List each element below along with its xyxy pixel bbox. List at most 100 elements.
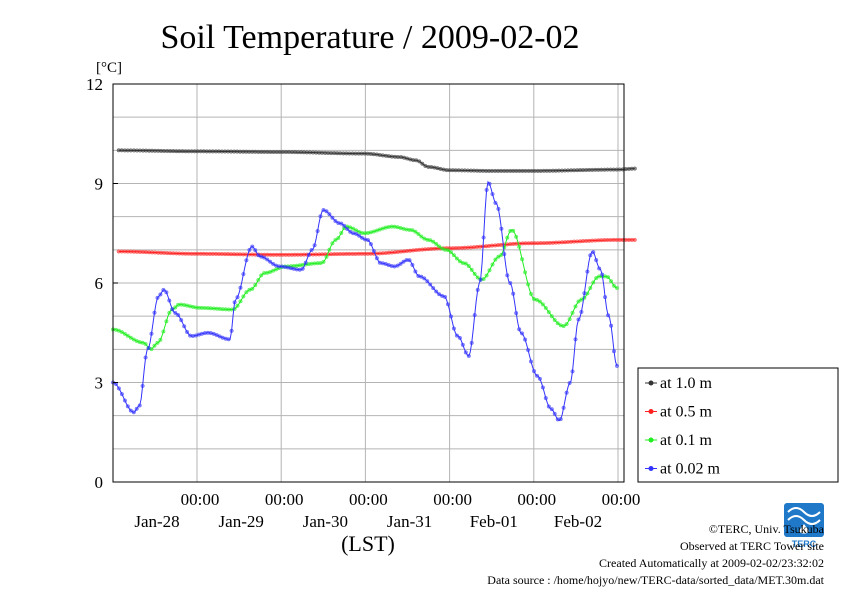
data-point (360, 235, 364, 240)
series-at-1-0-m (116, 148, 637, 173)
data-point (244, 258, 249, 263)
data-point (446, 248, 450, 253)
data-point (517, 327, 522, 332)
data-point (229, 328, 234, 333)
legend-box (637, 367, 839, 483)
data-point (173, 310, 178, 315)
data-point (615, 286, 619, 290)
data-point (119, 392, 124, 397)
data-point (511, 291, 516, 296)
data-point (253, 248, 258, 253)
data-point (155, 340, 160, 345)
data-point (493, 257, 498, 262)
data-point (149, 331, 154, 336)
data-point (573, 304, 578, 309)
data-point (185, 330, 190, 334)
y-tick-label: 3 (95, 374, 104, 393)
data-point (330, 241, 335, 246)
data-point (457, 259, 462, 264)
data-point (443, 294, 447, 299)
data-point (543, 306, 548, 310)
data-point (170, 307, 175, 312)
data-point (342, 223, 347, 228)
data-point (241, 294, 246, 299)
data-point (582, 291, 587, 296)
data-point (520, 331, 525, 336)
data-point (417, 159, 422, 164)
data-point (327, 212, 332, 217)
data-point (416, 232, 421, 236)
data-point (579, 309, 584, 314)
legend-label: at 0.1 m (660, 432, 713, 449)
data-point (250, 286, 255, 291)
data-point (134, 406, 139, 411)
x-tick-labels: 00:00Jan-2800:00Jan-2900:00Jan-3000:00Ja… (134, 490, 640, 531)
data-point (250, 244, 255, 249)
data-point (537, 299, 542, 304)
data-point (327, 247, 332, 252)
data-point (487, 268, 492, 273)
data-point (146, 346, 151, 351)
data-point (152, 343, 157, 348)
data-point (490, 262, 495, 267)
data-point (597, 266, 602, 271)
data-point (609, 323, 614, 328)
series-at-0-5-m (116, 237, 637, 257)
data-point (457, 335, 462, 340)
data-point (413, 269, 418, 274)
data-point (446, 302, 450, 307)
chart-title: Soil Temperature / 2009-02-02 (160, 19, 579, 56)
data-point (300, 266, 305, 271)
data-point (420, 161, 425, 166)
data-point (179, 318, 184, 323)
x-tick-time: 00:00 (602, 490, 641, 509)
data-point (567, 381, 572, 385)
data-point (463, 261, 468, 266)
series-layer (111, 148, 637, 422)
data-point (137, 403, 142, 408)
data-point (161, 329, 166, 334)
data-point (339, 231, 344, 235)
data-point (612, 349, 616, 354)
data-point (508, 281, 513, 286)
data-point (336, 236, 341, 240)
data-point (238, 299, 243, 304)
data-point (567, 317, 572, 322)
data-point (591, 250, 596, 255)
data-point (585, 269, 590, 274)
data-point (374, 256, 379, 261)
data-point (256, 278, 261, 282)
data-point (265, 257, 270, 262)
data-point (520, 257, 525, 262)
data-point (523, 337, 528, 342)
x-tick-date: Jan-29 (219, 512, 264, 531)
data-point (570, 369, 575, 374)
y-tick-label: 0 (95, 473, 104, 492)
data-point (125, 333, 130, 338)
data-point (164, 290, 169, 295)
data-point (306, 252, 311, 257)
data-point (532, 369, 536, 374)
data-point (143, 355, 148, 360)
data-point (591, 280, 596, 285)
x-tick-date: Jan-28 (134, 512, 179, 531)
data-point (552, 318, 557, 322)
data-point (502, 252, 507, 257)
data-point (632, 237, 637, 242)
data-point (152, 310, 157, 315)
data-point (434, 241, 439, 246)
legend-label: at 0.5 m (660, 404, 713, 421)
legend-swatch-marker (648, 437, 654, 443)
x-tick-time: 00:00 (181, 490, 220, 509)
data-point (303, 260, 308, 265)
data-point (161, 287, 166, 292)
data-point (116, 386, 121, 391)
data-point (549, 314, 554, 319)
data-point (526, 282, 531, 287)
legend-swatch-marker (648, 380, 654, 386)
data-point (543, 396, 548, 401)
x-tick-date: Jan-31 (387, 512, 432, 531)
data-point (549, 407, 554, 412)
data-point (262, 255, 267, 260)
